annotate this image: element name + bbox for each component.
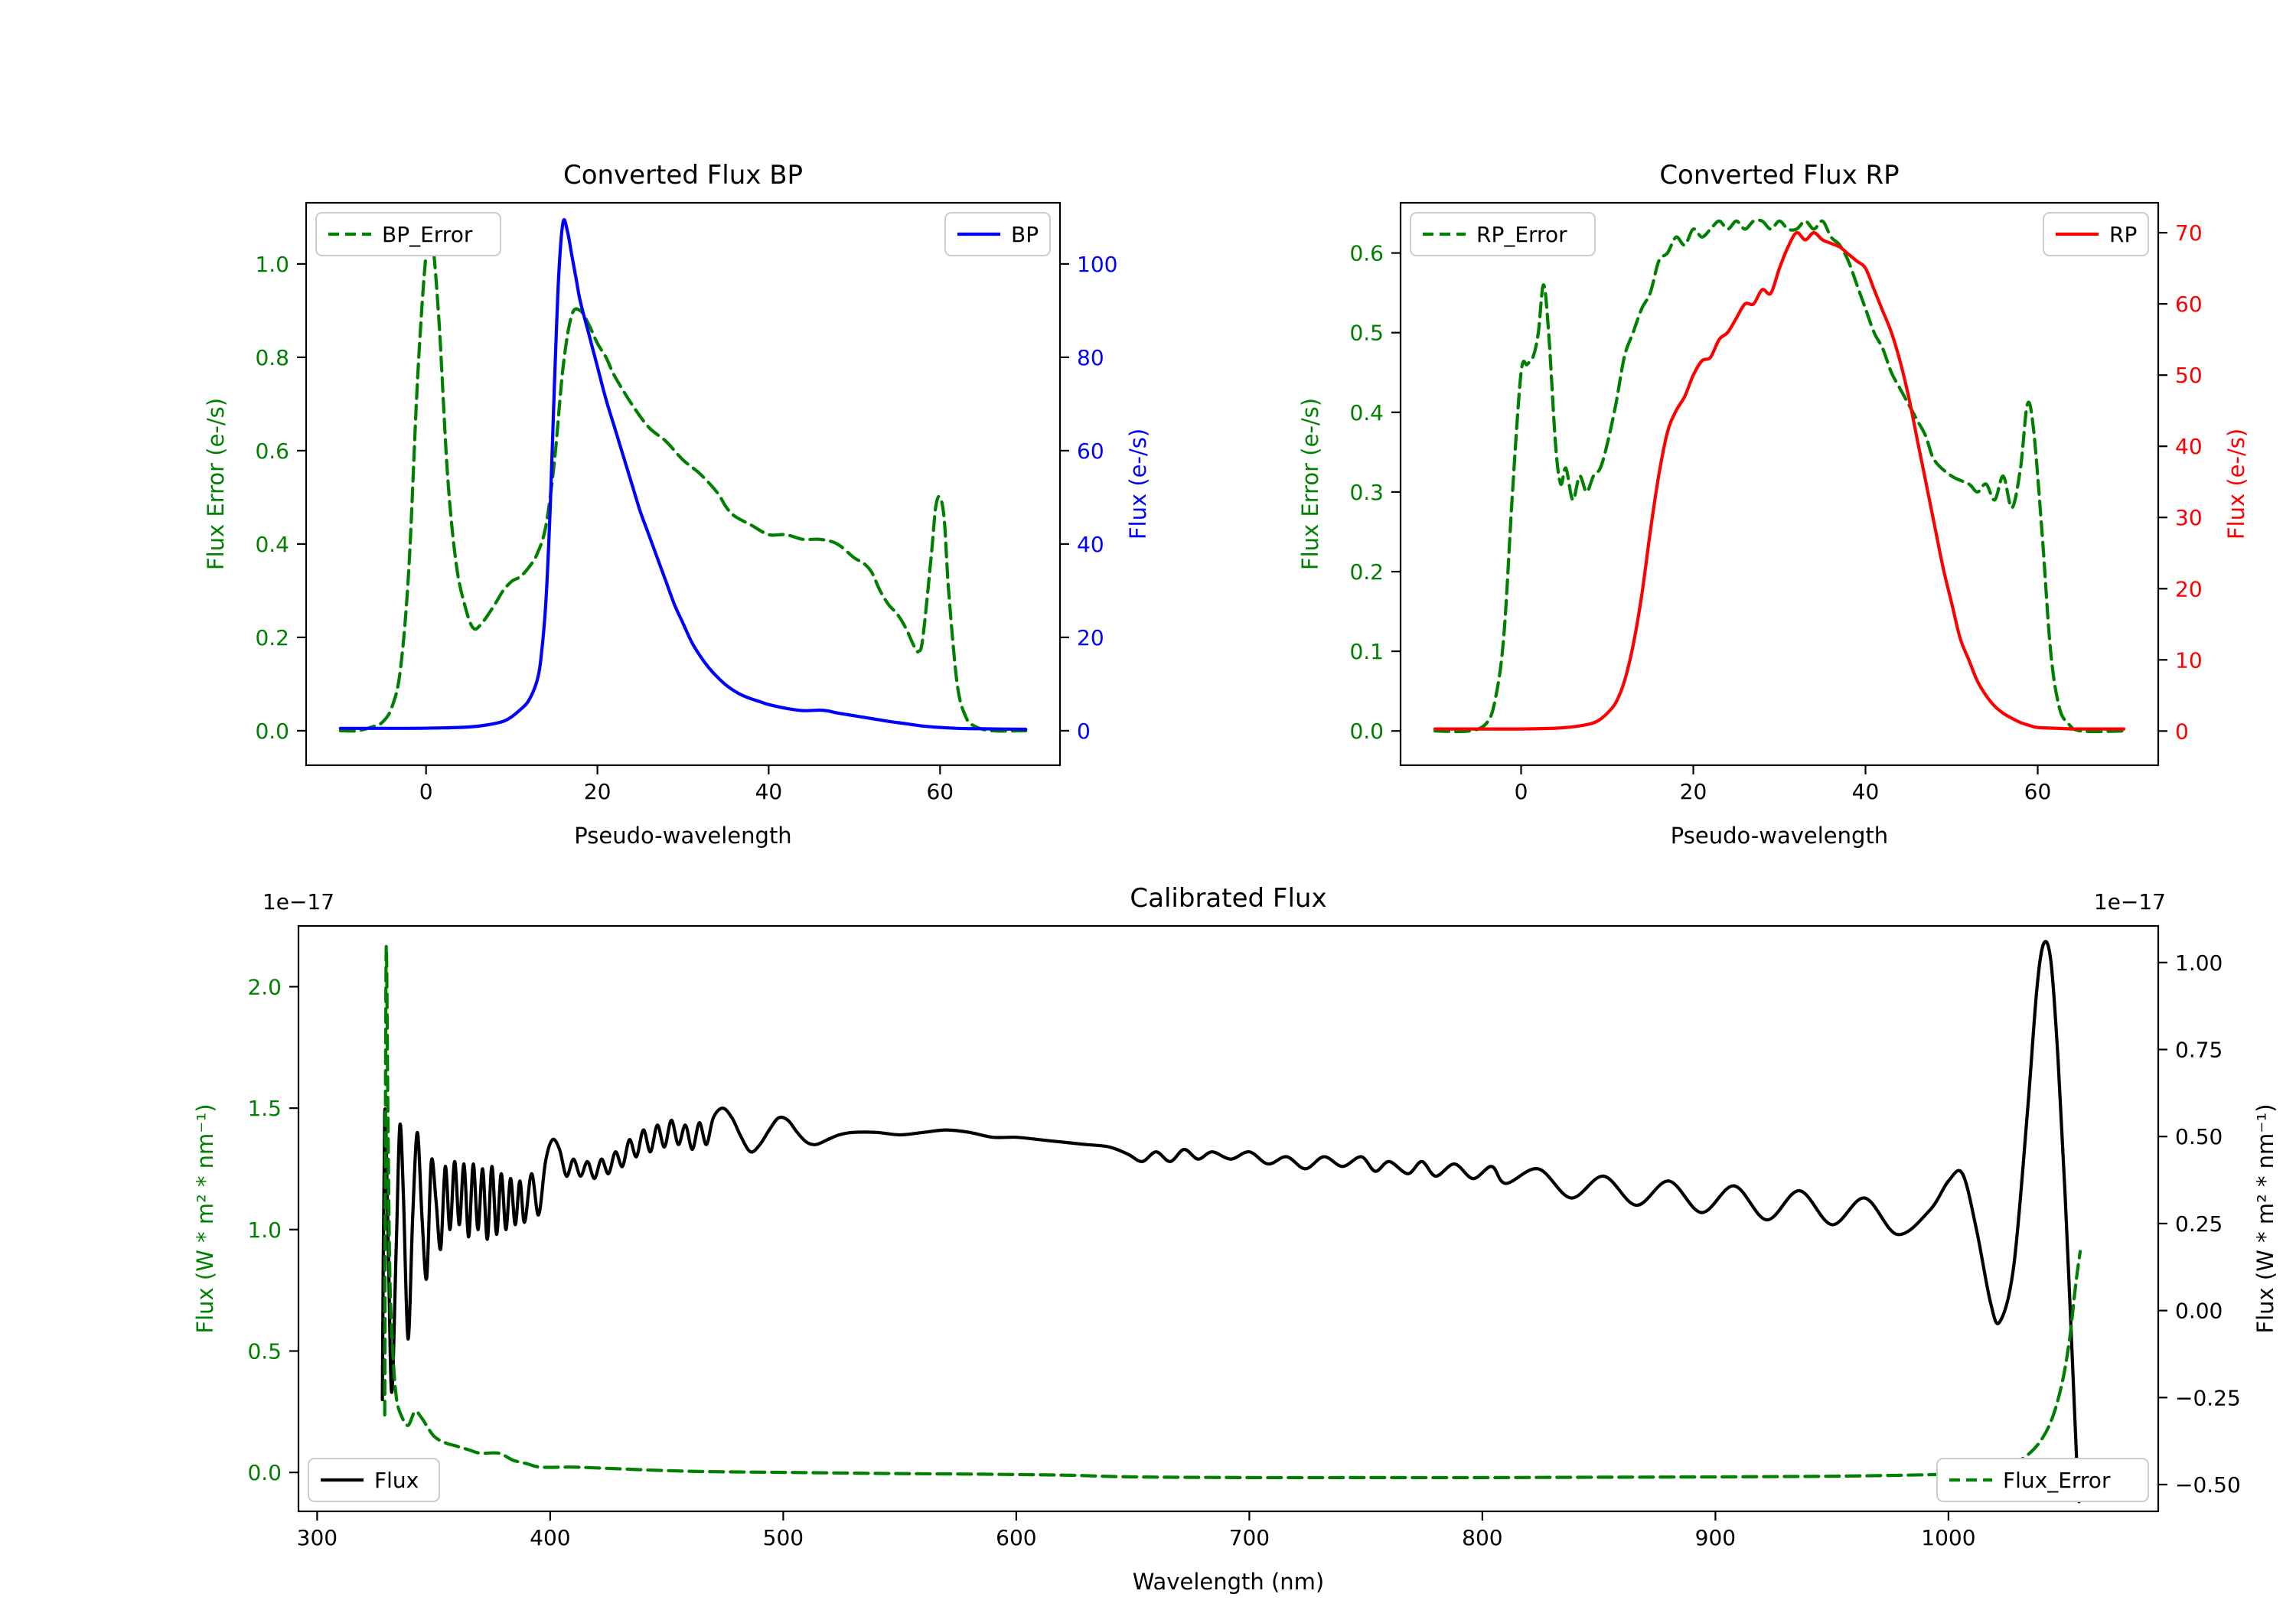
rp-ytick-right-label: 70 (2175, 220, 2203, 246)
rp-ytick-left-label: 0.6 (1349, 241, 1384, 266)
cal-ytick-right-label: 0.25 (2175, 1211, 2223, 1237)
rp-xtick-label: 60 (2024, 779, 2052, 804)
cal-offset-right: 1e−17 (2094, 889, 2166, 914)
rp-xtick-label: 40 (1852, 779, 1880, 804)
rp-axes-box (1399, 201, 2160, 767)
rp-legend-rp_error: RP_Error (1410, 212, 1596, 256)
rp-ytick-right-label: 30 (2175, 505, 2203, 530)
rp-ytick-right-label: 0 (2175, 719, 2189, 744)
legend-label: Flux_Error (2003, 1468, 2111, 1493)
cal-title: Calibrated Flux (1130, 883, 1326, 914)
cal-ytick-right-label: −0.50 (2175, 1472, 2241, 1498)
rp-ytick-right-label: 20 (2175, 576, 2203, 601)
bp-ytick-right-label: 0 (1077, 719, 1091, 744)
bp-ytick-right-label: 40 (1077, 532, 1104, 557)
rp-series-rp (1433, 230, 2126, 731)
cal-series-flux (380, 940, 2081, 1504)
bp-ytick-left-label: 0.2 (255, 625, 289, 650)
bp-xtick-label: 40 (755, 779, 783, 804)
legend-label: BP_Error (382, 222, 473, 247)
legend-box (1410, 212, 1596, 256)
rp-ytick-right-label: 60 (2175, 292, 2203, 317)
cal-legend-flux: Flux (308, 1458, 440, 1502)
cal-ytick-right-label: 0.75 (2175, 1038, 2223, 1063)
cal-ytick-left-label: 2.0 (247, 974, 282, 999)
rp-ytick-left-label: 0.3 (1349, 480, 1384, 505)
rp-title: Converted Flux RP (1659, 160, 1899, 191)
cal-legend-flux_error: Flux_Error (1936, 1458, 2149, 1502)
legend-box (1936, 1458, 2149, 1502)
legend-label: BP (1011, 222, 1039, 247)
cal-axes-box (297, 924, 2160, 1513)
cal-chart: 300 400 500 600 700 800 900 1000 0.0 0.5 1.0 1.5 2.0… (192, 883, 2278, 1595)
rp-series-rp_error (1433, 218, 2126, 734)
rp-chart: 0 20 40 60 0.0 0.1 0.2 0.3 0.4 0.5 0.6 0 10 20 30 40 50 6… (1297, 160, 2249, 849)
bp-ylabel-right: Flux (e-/s) (1125, 429, 1151, 539)
cal-ytick-right-label: 1.00 (2175, 950, 2223, 976)
cal-ytick-right-label: 0.00 (2175, 1299, 2223, 1324)
cal-ytick-left-label: 0.5 (247, 1339, 282, 1364)
cal-ytick-left-label: 1.5 (247, 1096, 282, 1121)
cal-xtick-label: 300 (297, 1525, 338, 1550)
legend-box (308, 1458, 440, 1502)
cal-xtick-label: 1000 (1921, 1525, 1975, 1550)
bp-xlabel: Pseudo-wavelength (574, 823, 791, 849)
rp-ytick-left-label: 0.4 (1349, 400, 1384, 425)
bp-ytick-right-label: 80 (1077, 345, 1104, 370)
bp-ytick-left-label: 0.8 (255, 345, 289, 370)
bp-series-bp_error (338, 232, 1028, 733)
rp-ytick-left-label: 0.1 (1349, 639, 1384, 664)
bp-ytick-right-label: 20 (1077, 625, 1104, 650)
cal-series-flux_error (383, 944, 2082, 1480)
bp-xtick-label: 0 (419, 779, 433, 804)
cal-offset-left: 1e−17 (263, 889, 334, 914)
rp-ytick-left-label: 0.2 (1349, 559, 1384, 585)
bp-ylabel-left: Flux Error (e-/s) (203, 398, 229, 570)
bp-ytick-right-label: 60 (1077, 438, 1104, 464)
bp-legend-bp_error: BP_Error (315, 212, 501, 256)
bp-ytick-right-label: 100 (1077, 252, 1117, 277)
bp-chart: 0 20 40 60 0.0 0.2 0.4 0.6 0.8 1.0 0 20 40 60 80 100 Con… (203, 160, 1151, 849)
legend-label: RP_Error (1476, 222, 1567, 247)
cal-ylabel-right: Flux (W * m² * nm⁻¹) (2252, 1103, 2278, 1333)
cal-ytick-left-label: 0.0 (247, 1460, 282, 1485)
cal-xtick-label: 500 (763, 1525, 804, 1550)
bp-ytick-left-label: 1.0 (255, 252, 289, 277)
bp-series-bp (338, 217, 1028, 732)
rp-xtick-label: 0 (1515, 779, 1528, 804)
cal-ylabel-left: Flux (W * m² * nm⁻¹) (192, 1103, 218, 1333)
legend-box (315, 212, 501, 256)
bp-legend-bp: BP (944, 212, 1051, 256)
cal-ytick-right-label: 0.50 (2175, 1124, 2223, 1149)
rp-xlabel: Pseudo-wavelength (1671, 823, 1888, 849)
rp-ytick-right-label: 10 (2175, 647, 2203, 673)
rp-xtick-label: 20 (1680, 779, 1707, 804)
rp-ylabel-right: Flux (e-/s) (2223, 429, 2249, 539)
rp-ytick-right-label: 40 (2175, 434, 2203, 459)
cal-ytick-right-label: −0.25 (2175, 1385, 2241, 1410)
bp-ytick-left-label: 0.0 (255, 719, 289, 744)
cal-xtick-label: 700 (1229, 1525, 1270, 1550)
rp-ytick-left-label: 0.5 (1349, 321, 1384, 346)
bp-title: Converted Flux BP (563, 160, 803, 191)
bp-xtick-label: 60 (926, 779, 954, 804)
legend-label: Flux (374, 1468, 419, 1493)
rp-ytick-right-label: 50 (2175, 363, 2203, 388)
cal-xtick-label: 600 (996, 1525, 1036, 1550)
rp-ytick-left-label: 0.0 (1349, 719, 1384, 744)
cal-xlabel: Wavelength (nm) (1133, 1569, 1325, 1595)
bp-ytick-left-label: 0.6 (255, 438, 289, 464)
cal-xtick-label: 900 (1695, 1525, 1736, 1550)
bp-axes-box (305, 201, 1062, 767)
bp-ytick-left-label: 0.4 (255, 532, 289, 557)
rp-ylabel-left: Flux Error (e-/s) (1297, 398, 1323, 570)
cal-xtick-label: 400 (530, 1525, 570, 1550)
cal-ytick-left-label: 1.0 (247, 1217, 282, 1243)
cal-xtick-label: 800 (1462, 1525, 1502, 1550)
legend-label: RP (2109, 222, 2137, 247)
bp-xtick-label: 20 (584, 779, 612, 804)
rp-legend-rp: RP (2043, 212, 2149, 256)
